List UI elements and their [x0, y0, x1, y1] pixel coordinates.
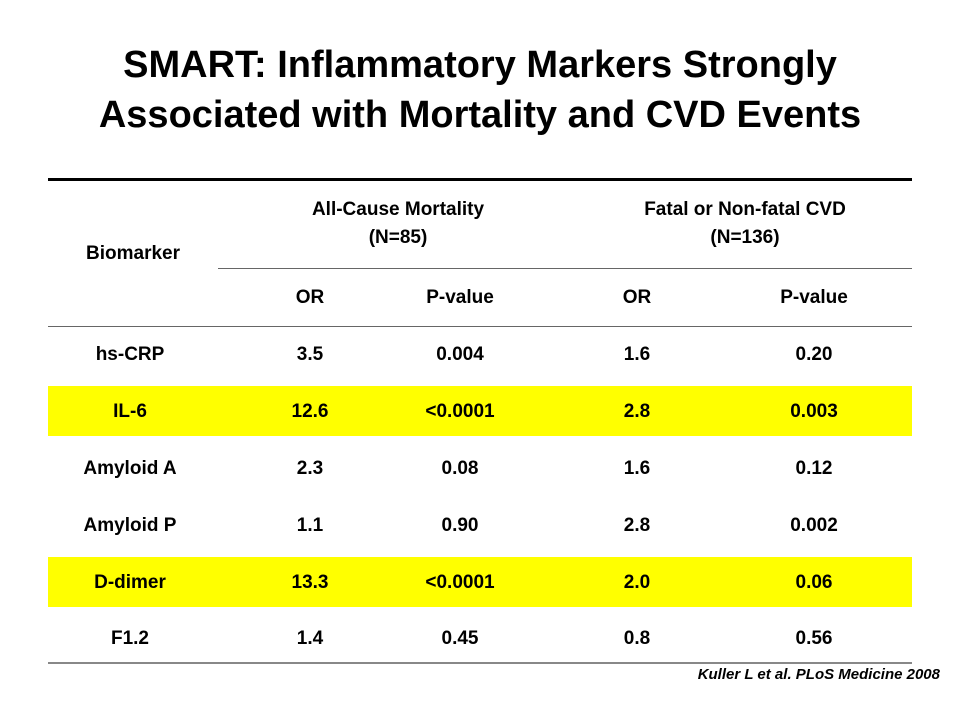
- table-cell: 0.12: [795, 458, 833, 479]
- table-cell: 0.90: [441, 515, 479, 536]
- row-highlight: [48, 557, 912, 607]
- table-cell: 0.002: [790, 515, 838, 536]
- table-cell: 0.45: [441, 628, 479, 649]
- biomarker-name: Amyloid P: [83, 515, 177, 536]
- table-cell: 13.3: [291, 572, 329, 593]
- biomarker-name: IL-6: [113, 401, 147, 422]
- group-header-rule: [218, 268, 912, 269]
- title-line-1: SMART: Inflammatory Markers Strongly: [123, 44, 837, 86]
- table-top-rule: [48, 178, 912, 181]
- table-cell: 0.003: [790, 401, 838, 422]
- biomarker-name: F1.2: [110, 628, 150, 649]
- row-highlight: [48, 386, 912, 436]
- table-cell: 0.08: [441, 458, 479, 479]
- biomarker-name: hs-CRP: [95, 344, 165, 365]
- table-cell: 12.6: [291, 401, 329, 422]
- table-bottom-rule: [48, 662, 912, 664]
- slide-title: SMART: Inflammatory Markers Strongly Ass…: [0, 40, 960, 140]
- table-cell: 0.20: [795, 344, 833, 365]
- table-cell: 1.4: [296, 628, 324, 649]
- biomarker-header: Biomarker: [86, 243, 180, 264]
- table-cell: <0.0001: [425, 401, 495, 422]
- biomarker-name: D-dimer: [94, 572, 166, 593]
- citation: Kuller L et al. PLoS Medicine 2008: [697, 666, 940, 683]
- biomarker-name: Amyloid A: [83, 458, 177, 479]
- group-header-cvd: Fatal or Non-fatal CVD (N=136): [575, 196, 915, 252]
- subheader-mortality-pvalue: P-value: [426, 287, 494, 308]
- group-mortality-title: All-Cause Mortality: [311, 199, 485, 220]
- table-cell: 0.8: [623, 628, 651, 649]
- subheader-mortality-or: OR: [295, 287, 325, 308]
- table-cell: 2.0: [623, 572, 651, 593]
- subheader-cvd-pvalue: P-value: [780, 287, 848, 308]
- table-cell: 1.6: [623, 458, 651, 479]
- group-cvd-title: Fatal or Non-fatal CVD: [644, 199, 846, 220]
- table-cell: 2.8: [623, 515, 651, 536]
- table-cell: 0.06: [795, 572, 833, 593]
- table-cell: 3.5: [296, 344, 324, 365]
- group-mortality-n: (N=85): [368, 227, 428, 248]
- table-cell: 1.1: [296, 515, 324, 536]
- group-header-mortality: All-Cause Mortality (N=85): [228, 196, 568, 252]
- table-cell: <0.0001: [425, 572, 495, 593]
- title-line-2: Associated with Mortality and CVD Events: [98, 94, 862, 136]
- group-cvd-n: (N=136): [710, 227, 780, 248]
- table-cell: 1.6: [623, 344, 651, 365]
- table-cell: 0.56: [795, 628, 833, 649]
- header-bottom-rule: [48, 326, 912, 327]
- subheader-cvd-or: OR: [622, 287, 652, 308]
- table-cell: 2.8: [623, 401, 651, 422]
- table-cell: 2.3: [296, 458, 324, 479]
- table-cell: 0.004: [436, 344, 484, 365]
